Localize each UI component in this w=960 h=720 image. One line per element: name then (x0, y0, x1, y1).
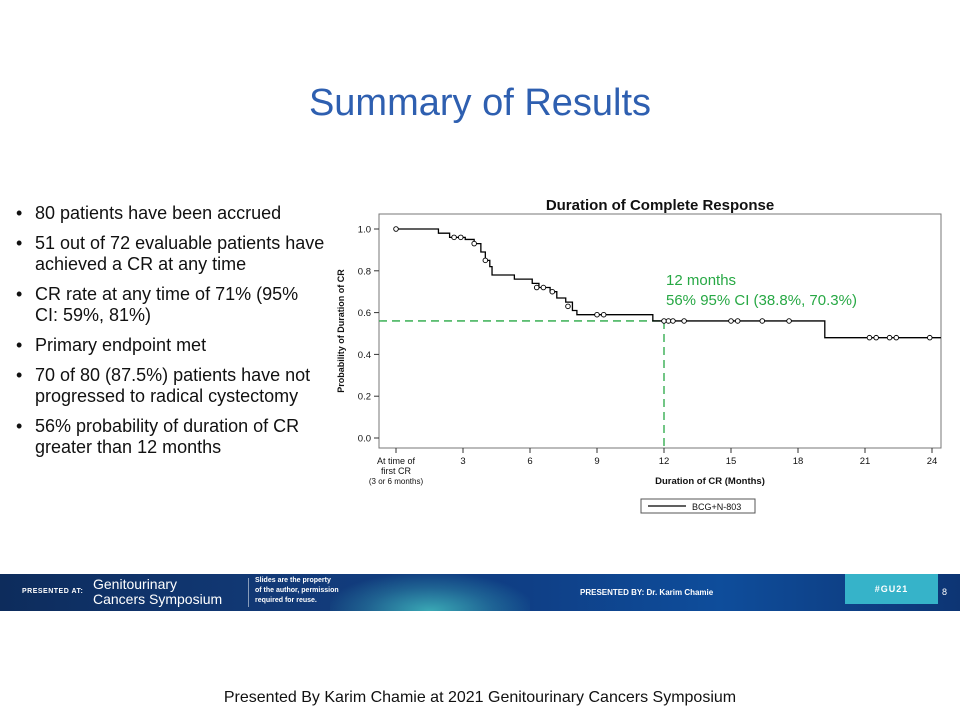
legend-box (640, 498, 756, 514)
y-axis-label: Probability of Duration of CR (336, 269, 346, 393)
slide-title: Summary of Results (308, 82, 652, 124)
censor-mark (549, 288, 556, 295)
bullet-item: 56% probability of duration of CR greate… (16, 416, 326, 458)
plot-frame (378, 213, 942, 449)
y-tick-label: 0.8 (358, 266, 371, 277)
slide-page-number: 8 (942, 587, 948, 597)
censor-mark (786, 318, 792, 324)
symposium-logo-text: Genitourinary Cancers Symposium (93, 577, 222, 607)
censor-mark (565, 303, 571, 310)
presenter-label: PRESENTED BY: Dr. Karim Chamie (580, 588, 714, 597)
survival-step-line (396, 228, 941, 339)
bullet-item: 51 out of 72 evaluable patients have ach… (16, 233, 326, 275)
kaplan-meier-chart: Duration of Complete Response 0.0 0.2 0.4 0.… (336, 197, 942, 514)
banner-globe-graphic (330, 574, 530, 611)
x-tick-label: At time of first CR (3 or 6 months) (369, 456, 424, 486)
bullet-item: 70 of 80 (87.5%) patients have not progr… (16, 365, 326, 407)
censor-mark (533, 284, 540, 291)
censor-mark (594, 311, 600, 318)
notice-line-1: Slides are the property (255, 577, 331, 584)
censor-mark (458, 234, 464, 241)
copyright-notice: Slides are the property of the author, p… (255, 576, 339, 606)
x-tick-label: 9 (594, 456, 599, 467)
censor-mark (665, 318, 672, 324)
results-bullet-list: 80 patients have been accrued 51 out of … (16, 203, 326, 467)
censor-mark (600, 311, 607, 318)
censor-mark (873, 334, 879, 341)
censor-mark (681, 318, 687, 324)
censor-mark (393, 226, 399, 232)
censor-mark (728, 318, 734, 324)
censor-mark (866, 334, 873, 341)
annotation-text: 56% 95% CI (38.8%, 70.3%) (666, 292, 857, 309)
x-tick-label: 6 (527, 456, 532, 467)
x-tick-label: 18 (793, 456, 804, 467)
y-tick-label: 0.0 (358, 434, 371, 445)
x-tick-label: 12 (659, 456, 670, 467)
x-tick-label: 21 (860, 456, 871, 467)
censor-mark (451, 234, 457, 241)
bullet-item: 80 patients have been accrued (16, 203, 326, 224)
hashtag-badge: #GU21 (845, 574, 938, 604)
y-tick-label: 0.6 (358, 308, 371, 319)
presented-at-label: PRESENTED AT: (22, 588, 84, 595)
censor-mark (670, 318, 676, 324)
y-tick-label: 0.2 (358, 392, 371, 403)
censor-mark (482, 257, 489, 264)
y-tick-label: 1.0 (358, 225, 371, 236)
bullet-item: CR rate at any time of 71% (95% CI: 59%,… (16, 284, 326, 326)
footer-caption: Presented By Karim Chamie at 2021 Genito… (223, 689, 737, 706)
x-axis-label: Duration of CR (Months) (655, 476, 765, 487)
censor-mark (759, 318, 766, 324)
censor-mark (886, 334, 893, 341)
censor-mark (927, 334, 933, 341)
chart-title: Duration of Complete Response (546, 197, 774, 214)
x-tick-label: 15 (726, 456, 737, 467)
censor-mark (734, 318, 741, 324)
conference-banner: PRESENTED AT: Genitourinary Cancers Symp… (0, 574, 960, 611)
x-tick-label: 24 (927, 456, 938, 467)
censor-mark (540, 284, 547, 291)
notice-line-3: required for reuse. (255, 597, 317, 604)
y-tick-label: 0.4 (358, 350, 371, 361)
censor-mark (471, 240, 477, 247)
censor-mark (661, 318, 667, 324)
symposium-line-1: Genitourinary (93, 576, 178, 592)
symposium-line-2: Cancers Symposium (93, 591, 223, 607)
x-tick-label: 3 (460, 456, 465, 467)
bullet-item: Primary endpoint met (16, 335, 326, 356)
annotation-text: 12 months (666, 272, 736, 289)
censor-mark (893, 334, 900, 341)
legend-label: BCG+N-803 (692, 502, 741, 512)
notice-line-2: of the author, permission (255, 587, 339, 594)
banner-divider (248, 578, 249, 607)
